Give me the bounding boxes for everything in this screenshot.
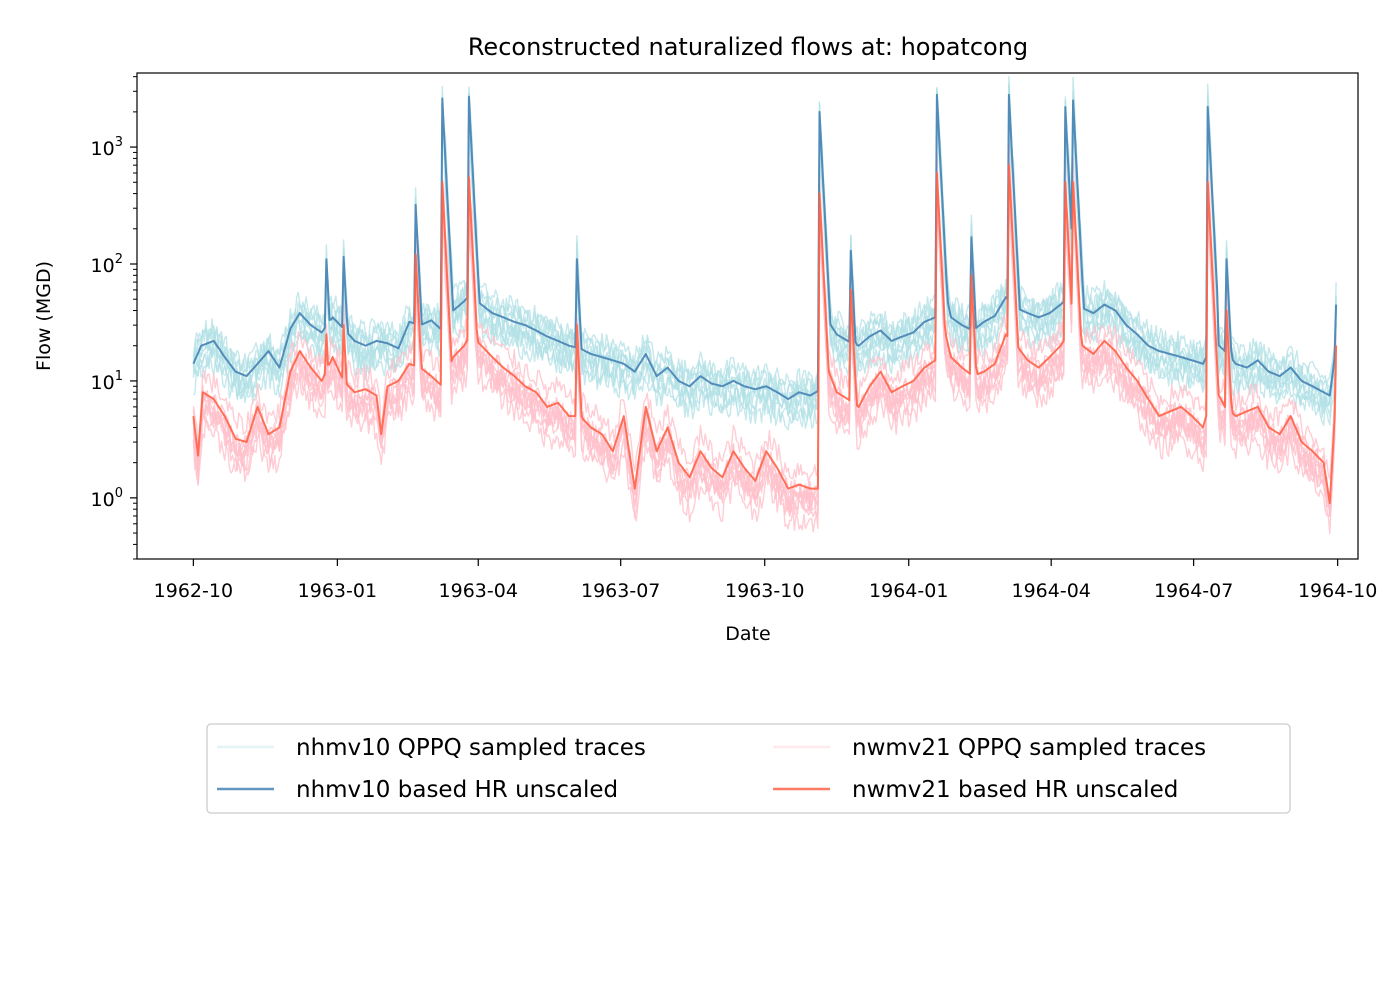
x-tick-label: 1963-07 bbox=[581, 580, 660, 602]
chart-title: Reconstructed naturalized flows at: hopa… bbox=[468, 33, 1028, 61]
legend: nhmv10 QPPQ sampled traces nhmv10 based H… bbox=[206, 723, 1291, 814]
y-tick-label: 102 bbox=[91, 252, 123, 277]
x-tick-label: 1963-04 bbox=[439, 580, 518, 602]
x-tick-label: 1962-10 bbox=[154, 580, 233, 602]
nwmv21-hr-line bbox=[192, 164, 1338, 505]
plot-frame bbox=[136, 72, 1359, 560]
legend-label: nhmv10 QPPQ sampled traces bbox=[296, 735, 646, 761]
x-tick-label: 1963-10 bbox=[725, 580, 804, 602]
nwmv21-trace-line bbox=[192, 140, 1337, 483]
x-tick-label: 1964-01 bbox=[869, 580, 948, 602]
nhmv10-trace-line bbox=[192, 110, 1337, 431]
nwmv21-trace-line bbox=[192, 199, 1337, 535]
y-axis: 100 101 102 103 bbox=[91, 76, 137, 560]
x-tick-label: 1964-07 bbox=[1154, 580, 1233, 602]
nwmv21-trace-line bbox=[192, 176, 1337, 517]
legend-box bbox=[206, 723, 1291, 814]
x-axis-label: Date bbox=[725, 623, 770, 645]
legend-label: nwmv21 based HR unscaled bbox=[852, 777, 1178, 803]
x-tick-label: 1964-04 bbox=[1011, 580, 1090, 602]
legend-label: nwmv21 QPPQ sampled traces bbox=[852, 735, 1206, 761]
x-axis: 1962-10 1963-01 1963-04 1963-07 1963-10 1964-… bbox=[154, 559, 1377, 602]
x-tick-label: 1963-01 bbox=[298, 580, 377, 602]
nhmv10-trace-group bbox=[192, 76, 1337, 431]
x-tick-label: 1964-10 bbox=[1298, 580, 1377, 602]
y-tick-label: 100 bbox=[91, 486, 123, 511]
legend-label: nhmv10 based HR unscaled bbox=[296, 777, 618, 803]
y-axis-label: Flow (MGD) bbox=[33, 261, 55, 371]
nhmv10-hr-line bbox=[192, 93, 1338, 400]
main-series-group bbox=[192, 93, 1338, 505]
y-tick-label: 103 bbox=[91, 135, 123, 160]
y-tick-label: 101 bbox=[91, 369, 123, 394]
